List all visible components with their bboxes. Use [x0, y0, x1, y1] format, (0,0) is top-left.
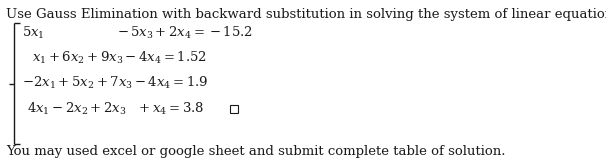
- Text: $5x_1$: $5x_1$: [22, 25, 45, 41]
- Text: Use Gauss Elimination with backward substitution in solving the system of linear: Use Gauss Elimination with backward subs…: [6, 8, 606, 21]
- Text: $4x_1-2x_2+2x_3\;\;\;+x_4=3.8$: $4x_1-2x_2+2x_3\;\;\;+x_4=3.8$: [27, 101, 204, 117]
- Text: You may used excel or google sheet and submit complete table of solution.: You may used excel or google sheet and s…: [6, 146, 505, 159]
- Text: $x_1+6x_2+9x_3-4x_4=1.52$: $x_1+6x_2+9x_3-4x_4=1.52$: [32, 50, 207, 66]
- Text: $-\,5x_3+2x_4=-15.2$: $-\,5x_3+2x_4=-15.2$: [117, 25, 253, 41]
- Text: $-2x_1+5x_2+7x_3-4x_4=1.9$: $-2x_1+5x_2+7x_3-4x_4=1.9$: [22, 75, 208, 91]
- Bar: [230, 105, 238, 113]
